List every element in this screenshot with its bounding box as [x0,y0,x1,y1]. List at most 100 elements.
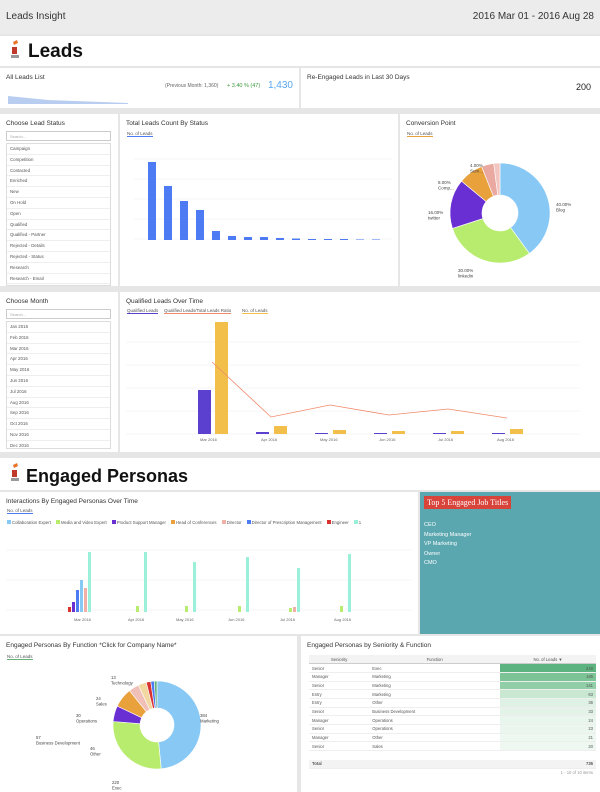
month-search[interactable]: Search... [6,309,111,319]
legend-label: 1 [358,520,362,525]
legend-item[interactable]: Director [221,520,242,525]
month-item[interactable]: Sep 2016 [7,408,110,420]
pager-info: 1 - 10 of 10 items [560,770,593,776]
personas-heading: Engaged Personas [26,466,189,486]
donut-slice[interactable] [112,721,162,770]
lead-status-item[interactable]: Research - Email [7,274,110,285]
legend-no-of-leads[interactable]: No. of Leads [242,308,268,314]
month-item[interactable]: Nov 2016 [7,430,110,441]
lead-status-item[interactable]: Contacted [7,166,110,177]
column-header[interactable]: Seniority [309,655,370,665]
month-item[interactable]: Jul 2016 [7,387,110,398]
table-cell: 249 [500,663,596,673]
bar-6 [244,237,252,240]
column-header[interactable]: No. of Leads ▼ [500,655,596,665]
month-item[interactable]: Feb 2016 [7,333,110,344]
bar-8 [276,238,284,240]
lead-status-item[interactable]: Rejected - Status [7,252,110,263]
table-row[interactable]: Manager Other 21 [309,733,596,743]
job-title-item[interactable]: Owner [424,550,441,557]
table-row[interactable]: Senior Sales 20 [309,741,596,752]
lead-status-item[interactable]: On Hold [7,198,110,209]
legend-swatch [55,520,60,524]
month-item[interactable]: Aug 2016 [7,398,110,409]
table-row[interactable]: Senior Marketing 141 [309,681,596,691]
table-row[interactable]: Senior Business Development 33 [309,707,596,717]
month-item[interactable]: Jun 2016 [7,376,110,387]
job-title-item[interactable]: VP Marketing [424,541,457,547]
donut-slice[interactable] [493,162,501,196]
legend-swatch [111,520,116,524]
legend-item[interactable]: Engineer [326,520,349,525]
svg-text:Mar 2016: Mar 2016 [200,437,218,442]
status-bar-chart [134,158,392,240]
month-filter: Choose Month Search... Jan 2016 Feb 2016 M… [0,292,118,452]
slice-label: 57 [36,735,41,740]
all-leads-title: All Leads List [6,74,45,81]
function-title[interactable]: Engaged Personas By Function *Click for … [6,642,177,649]
reengaged-value: 200 [575,82,591,92]
slice-label: 384 [200,713,208,718]
table-row[interactable]: Manager Marketing 185 [309,672,596,682]
lead-status-item[interactable]: Open [7,209,110,220]
svg-text:Jun 2016: Jun 2016 [379,437,396,442]
donut-slice[interactable] [499,162,551,254]
month-item[interactable]: May 2016 [7,365,110,376]
job-title-item[interactable]: CEO [424,522,436,528]
donut-slice[interactable] [452,218,530,264]
interactions-title: Interactions By Engaged Personas Over Ti… [6,498,138,505]
lead-status-item[interactable]: Rejected - Details [7,241,110,252]
svg-text:May 2016: May 2016 [176,617,194,622]
date-range[interactable]: 2016 Mar 01 - 2016 Aug 28 [472,11,594,22]
all-leads-card[interactable]: All Leads List (Previous Month: 1,360) +… [0,68,299,108]
lead-status-item[interactable]: Campaign [7,144,110,155]
month-item[interactable]: Dec 2016 [7,441,110,448]
lead-status-item[interactable]: New [7,187,110,198]
slice-label: Operations [76,719,97,724]
legend-item[interactable]: Director of Prescription Management [246,520,322,525]
bar-unqualified [164,186,172,240]
lead-status-item[interactable]: Enriched [7,176,110,188]
table-cell: Manager [309,715,370,725]
interactions-card: Interactions By Engaged Personas Over Ti… [0,492,418,634]
slice-label: 220 [112,780,120,785]
previous-month: (Previous Month: 1,360) [165,83,219,89]
job-title-item[interactable]: CMO [424,560,437,566]
donut-slice[interactable] [156,680,202,770]
legend-qualified-leads[interactable]: Qualified Leads [127,308,159,314]
legend-item[interactable]: Product Support Manager [111,520,166,525]
function-legend: No. of Leads [7,654,33,660]
legend-ratio[interactable]: Qualified Leads/Total Leads Ratio [164,308,232,314]
lead-status-item[interactable]: Qualified [7,220,110,231]
lead-status-filter: Choose Lead Status Search... Campaign Com… [0,114,118,286]
month-item[interactable]: Apr 2016 [7,354,110,366]
slice-label: Technology [111,681,134,686]
legend-item[interactable]: 1 [353,520,362,525]
table-cell: Other [369,698,500,708]
table-cell: 36 [500,698,596,708]
legend-item[interactable]: Media and Video Expert [55,520,107,525]
table-row[interactable]: Manager Operations 24 [309,715,596,725]
table-row[interactable]: Entry Other 36 [309,698,596,708]
month-item[interactable]: Mar 2016 [7,344,110,355]
lead-status-item[interactable]: Competition [7,155,110,166]
legend-label: Engineer [331,520,349,525]
job-title-item[interactable]: Marketing Manager [424,531,472,538]
lead-status-item[interactable]: Qualified - Partner [7,230,110,242]
table-row[interactable]: Entry Marketing 63 [309,689,596,699]
table-row[interactable]: Senior Exec 249 [309,663,596,673]
lead-status-search[interactable]: Search... [6,131,111,141]
column-header[interactable]: Function [369,655,500,665]
donut-slice[interactable] [153,680,158,709]
lead-status-item[interactable]: Research [7,263,110,274]
table-cell: 20 [500,741,596,752]
table-cell: Other [369,733,500,743]
month-item[interactable]: Oct 2016 [7,419,110,430]
month-item[interactable]: Jan 2016 [7,322,110,333]
bar-research-email [212,231,220,240]
legend-item[interactable]: Head of Conferences [170,520,217,525]
legend-item[interactable]: Collaboration Expert [7,520,51,525]
table-row[interactable]: Senior Operations 23 [309,724,596,734]
reengaged-card[interactable]: Re-Engaged Leads in Last 30 Days 200 [301,68,600,108]
